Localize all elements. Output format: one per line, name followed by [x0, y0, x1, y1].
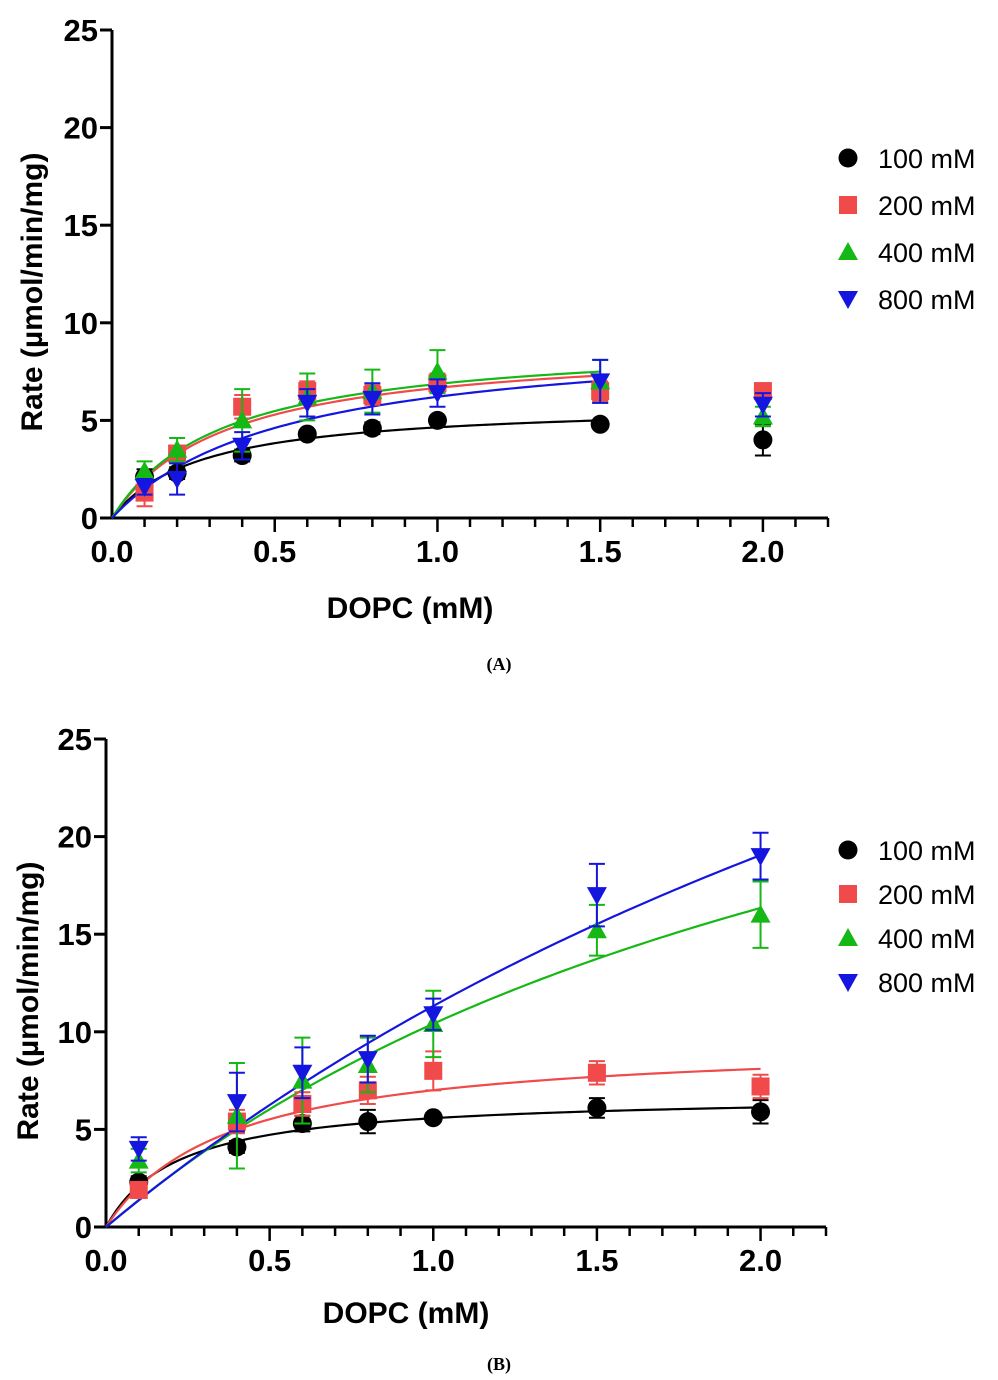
legend: 100 mM 200 mM 400 mM 800 mM — [838, 144, 976, 315]
x-tick-label: 1.0 — [416, 534, 459, 569]
legend-label: 200 mM — [878, 880, 976, 910]
data-point — [591, 415, 610, 434]
y-tick-label: 20 — [58, 820, 92, 855]
legend-marker — [839, 885, 857, 903]
legend-label: 400 mM — [878, 238, 976, 268]
legend-marker — [839, 196, 857, 214]
panel-a: 0.0 0.5 1.0 1.5 2.0 0 5 10 15 20 25 DOPC (mM) Rate (… — [16, 13, 976, 675]
data-point — [588, 1064, 606, 1082]
y-tick-label: 15 — [58, 917, 92, 952]
data-point — [358, 1112, 377, 1131]
x-tick-label: 1.0 — [412, 1243, 455, 1278]
panel-label: (B) — [487, 1354, 511, 1375]
x-tick-label: 0.0 — [84, 1243, 127, 1278]
data-point — [751, 1102, 770, 1121]
y-tick-label: 0 — [81, 501, 98, 536]
data-point — [428, 411, 447, 430]
data-point — [424, 1108, 443, 1127]
legend-marker — [838, 928, 858, 946]
x-tick-label: 2.0 — [741, 534, 784, 569]
data-point — [751, 905, 771, 923]
x-tick-label: 0.5 — [248, 1243, 291, 1278]
legend-label: 100 mM — [878, 144, 976, 174]
data-point — [587, 1098, 606, 1117]
panel-b: 0.0 0.5 1.0 1.5 2.0 0 5 10 15 20 25 DOPC (mM) Rate (… — [12, 722, 976, 1375]
data-point — [752, 1077, 770, 1095]
legend-label: 400 mM — [878, 924, 976, 954]
y-axis-title: Rate (µmol/min/mg) — [12, 862, 45, 1141]
x-tick-label: 2.0 — [739, 1243, 782, 1278]
legend-marker — [839, 149, 858, 168]
legend: 100 mM 200 mM 400 mM 800 mM — [838, 836, 976, 998]
legend-label: 800 mM — [878, 285, 976, 315]
data-point — [298, 425, 317, 444]
data-point — [427, 362, 447, 380]
legend-marker — [838, 974, 858, 992]
y-tick-label: 25 — [64, 13, 98, 48]
x-axis-title: DOPC (mM) — [323, 1297, 490, 1330]
y-tick-label: 15 — [64, 208, 98, 243]
y-axis-title: Rate (µmol/min/mg) — [16, 153, 49, 432]
data-point — [130, 1181, 148, 1199]
series-400-mm — [129, 881, 771, 1172]
data-point — [424, 1062, 442, 1080]
legend-label: 800 mM — [878, 968, 976, 998]
legend-label: 200 mM — [878, 191, 976, 221]
data-point — [358, 1051, 378, 1069]
fit-curve-200-mm — [106, 1069, 761, 1227]
legend-marker — [838, 291, 858, 309]
y-tick-label: 25 — [58, 722, 92, 757]
y-tick-label: 20 — [64, 111, 98, 146]
legend-marker — [838, 242, 858, 260]
y-tick-label: 5 — [75, 1112, 92, 1147]
data-point — [753, 430, 772, 449]
legend-label: 100 mM — [878, 836, 976, 866]
x-tick-label: 0.0 — [90, 534, 133, 569]
x-axis-title: DOPC (mM) — [327, 592, 494, 625]
y-tick-label: 0 — [75, 1210, 92, 1245]
x-tick-label: 1.5 — [575, 1243, 618, 1278]
x-tick-label: 0.5 — [253, 534, 296, 569]
series-100-mm — [135, 411, 772, 487]
data-point — [363, 419, 382, 438]
y-tick-label: 5 — [81, 403, 98, 438]
panel-label: (A) — [487, 654, 512, 675]
data-point — [587, 887, 607, 905]
series-200-mm — [136, 374, 772, 507]
y-tick-label: 10 — [64, 306, 98, 341]
y-tick-label: 10 — [58, 1015, 92, 1050]
x-tick-label: 1.5 — [579, 534, 622, 569]
legend-marker — [839, 841, 858, 860]
series-400-mm — [135, 350, 773, 481]
